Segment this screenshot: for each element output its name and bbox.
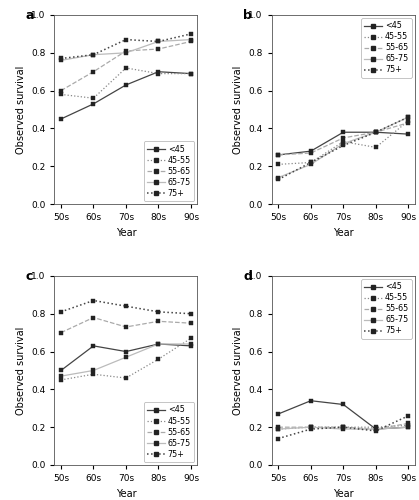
X-axis label: Year: Year bbox=[333, 228, 354, 237]
Y-axis label: Observed survival: Observed survival bbox=[233, 66, 243, 154]
Y-axis label: Observed survival: Observed survival bbox=[16, 326, 26, 414]
X-axis label: Year: Year bbox=[116, 488, 136, 498]
Text: b: b bbox=[243, 10, 252, 22]
Legend: <45, 45-55, 55-65, 65-75, 75+: <45, 45-55, 55-65, 65-75, 75+ bbox=[144, 402, 194, 462]
Legend: <45, 45-55, 55-65, 65-75, 75+: <45, 45-55, 55-65, 65-75, 75+ bbox=[144, 142, 194, 201]
Y-axis label: Observed survival: Observed survival bbox=[233, 326, 243, 414]
Text: c: c bbox=[26, 270, 33, 283]
Text: a: a bbox=[26, 10, 34, 22]
Text: d: d bbox=[243, 270, 252, 283]
Y-axis label: Observed survival: Observed survival bbox=[16, 66, 26, 154]
Legend: <45, 45-55, 55-65, 65-75, 75+: <45, 45-55, 55-65, 65-75, 75+ bbox=[361, 18, 411, 78]
X-axis label: Year: Year bbox=[333, 488, 354, 498]
X-axis label: Year: Year bbox=[116, 228, 136, 237]
Legend: <45, 45-55, 55-65, 65-75, 75+: <45, 45-55, 55-65, 65-75, 75+ bbox=[361, 279, 411, 338]
